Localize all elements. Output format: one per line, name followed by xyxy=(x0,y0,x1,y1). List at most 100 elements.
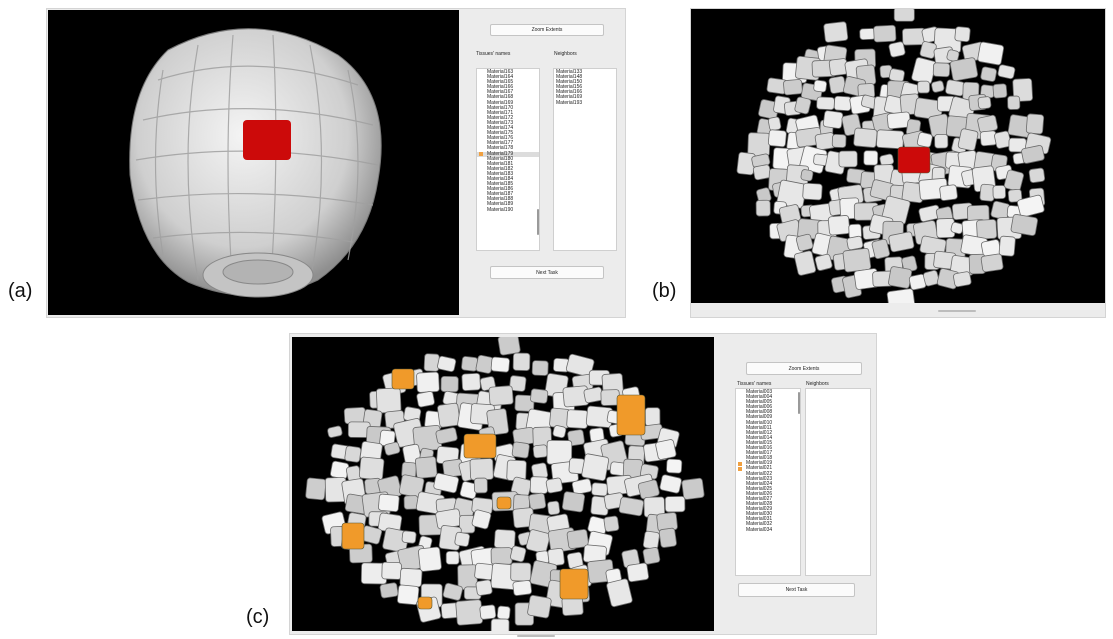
neighbor-cell-highlight[interactable] xyxy=(559,568,589,600)
cell-mesh[interactable] xyxy=(888,231,915,253)
cell-mesh[interactable] xyxy=(423,353,440,372)
cell-mesh[interactable] xyxy=(755,199,771,217)
list-item[interactable]: Material188 xyxy=(477,197,539,202)
neighbor-cell-highlight[interactable] xyxy=(463,433,497,459)
cell-mesh[interactable] xyxy=(957,128,979,151)
cell-mesh[interactable] xyxy=(469,458,494,481)
list-item[interactable]: Material011 xyxy=(736,425,800,431)
list-item[interactable]: Material189 xyxy=(477,202,539,207)
neighbor-cell-highlight[interactable] xyxy=(496,496,512,510)
cell-mesh[interactable] xyxy=(800,169,814,182)
cell-mesh[interactable] xyxy=(980,66,997,82)
cell-mesh[interactable] xyxy=(934,133,949,149)
cell-mesh[interactable] xyxy=(344,445,362,463)
cell-mesh[interactable] xyxy=(416,371,440,393)
cell-mesh[interactable] xyxy=(783,79,803,96)
cell-mesh[interactable] xyxy=(381,561,402,580)
list-item[interactable]: Material008 xyxy=(736,410,800,415)
cell-mesh[interactable] xyxy=(490,356,510,373)
cell-mesh[interactable] xyxy=(445,550,460,565)
cell-mesh[interactable] xyxy=(853,127,878,148)
zoom-extents-button[interactable]: Zoom Extents xyxy=(746,362,862,375)
cell-mesh[interactable] xyxy=(532,444,548,459)
cell-mesh[interactable] xyxy=(949,57,979,82)
cell-mesh[interactable] xyxy=(939,184,958,201)
list-item[interactable]: Material026 xyxy=(736,491,800,497)
cell-mesh[interactable] xyxy=(888,266,913,289)
cell-mesh[interactable] xyxy=(475,579,493,596)
cell-mesh[interactable] xyxy=(545,477,563,494)
cell-mesh[interactable] xyxy=(531,360,549,376)
cell-mesh[interactable] xyxy=(603,515,620,533)
cell-mesh[interactable] xyxy=(842,247,872,273)
cell-mesh[interactable] xyxy=(493,529,516,549)
cell-mesh[interactable] xyxy=(375,387,402,414)
list-item[interactable]: Material166 xyxy=(477,85,539,90)
cell-mesh[interactable] xyxy=(831,133,847,148)
list-item[interactable]: Material150 xyxy=(556,79,583,86)
cell-mesh[interactable] xyxy=(658,527,677,548)
cell-mesh[interactable] xyxy=(474,562,494,581)
list-item[interactable]: Material187 xyxy=(477,192,539,197)
list-item[interactable]: Material006 xyxy=(736,405,800,410)
list-item[interactable]: Material179 xyxy=(477,151,539,157)
list-item[interactable]: Material025 xyxy=(736,486,800,492)
list-item[interactable]: Material018 xyxy=(736,456,800,461)
cell-mesh[interactable] xyxy=(846,235,864,251)
next-task-button[interactable]: Next Task xyxy=(490,266,604,279)
cell-mesh[interactable] xyxy=(992,185,1006,200)
cell-mesh[interactable] xyxy=(437,355,457,372)
cell-mesh[interactable] xyxy=(752,164,772,181)
cell-mesh[interactable] xyxy=(473,477,488,494)
list-item[interactable]: Material012 xyxy=(736,430,800,436)
cell-mesh[interactable] xyxy=(822,110,844,129)
cell-mesh[interactable] xyxy=(998,235,1016,257)
cell-mesh[interactable] xyxy=(888,68,905,83)
list-item[interactable]: Material178 xyxy=(477,146,539,151)
cell-mesh[interactable] xyxy=(859,28,876,41)
cell-mesh[interactable] xyxy=(626,562,649,583)
cell-mesh[interactable] xyxy=(418,546,442,572)
list-item[interactable]: Material017 xyxy=(736,451,800,456)
cell-mesh[interactable] xyxy=(873,24,897,43)
cell-mesh[interactable] xyxy=(527,595,552,619)
cell-mesh[interactable] xyxy=(977,41,1005,66)
list-item[interactable]: Material024 xyxy=(736,481,800,487)
tissues-list[interactable]: Material003 Material004 Material005 Materia… xyxy=(735,388,801,576)
neighbor-cell-highlight[interactable] xyxy=(341,522,365,550)
cell-mesh[interactable] xyxy=(1017,194,1045,218)
list-item[interactable]: Material169 xyxy=(556,94,583,101)
list-item[interactable]: Material172 xyxy=(477,115,539,121)
cell-mesh[interactable] xyxy=(528,492,547,510)
cell-mesh[interactable] xyxy=(681,477,705,500)
cell-mesh[interactable] xyxy=(659,474,682,494)
list-item[interactable]: Material180 xyxy=(477,156,539,162)
cell-mesh[interactable] xyxy=(802,182,823,201)
cell-mesh[interactable] xyxy=(591,482,608,497)
list-item[interactable]: Material034 xyxy=(736,527,800,533)
viewport-c-scrollbar[interactable] xyxy=(517,635,555,637)
list-item[interactable]: Material148 xyxy=(556,74,583,81)
viewport-3d-b[interactable] xyxy=(691,9,1105,303)
cell-mesh[interactable] xyxy=(461,356,479,372)
cell-mesh[interactable] xyxy=(994,130,1012,149)
neighbors-list[interactable] xyxy=(805,388,871,576)
cell-mesh[interactable] xyxy=(642,530,660,550)
list-item[interactable]: Material177 xyxy=(477,141,539,146)
selected-cell-highlight[interactable] xyxy=(897,146,931,174)
cell-mesh[interactable] xyxy=(1010,213,1038,236)
cell-mesh[interactable] xyxy=(953,271,972,288)
list-item[interactable]: Material164 xyxy=(477,75,539,80)
cell-mesh[interactable] xyxy=(547,500,561,516)
cell-mesh[interactable] xyxy=(922,270,940,287)
cell-mesh[interactable] xyxy=(946,49,960,62)
cell-mesh[interactable] xyxy=(747,132,771,157)
cell-mesh[interactable] xyxy=(871,238,890,260)
list-item[interactable]: Material166 xyxy=(556,89,583,96)
cell-mesh[interactable] xyxy=(379,582,399,599)
cell-mesh[interactable] xyxy=(767,116,782,131)
cell-mesh[interactable] xyxy=(455,599,483,626)
list-item[interactable]: Material181 xyxy=(477,161,539,167)
cell-mesh[interactable] xyxy=(399,567,423,588)
cell-mesh[interactable] xyxy=(606,578,633,608)
